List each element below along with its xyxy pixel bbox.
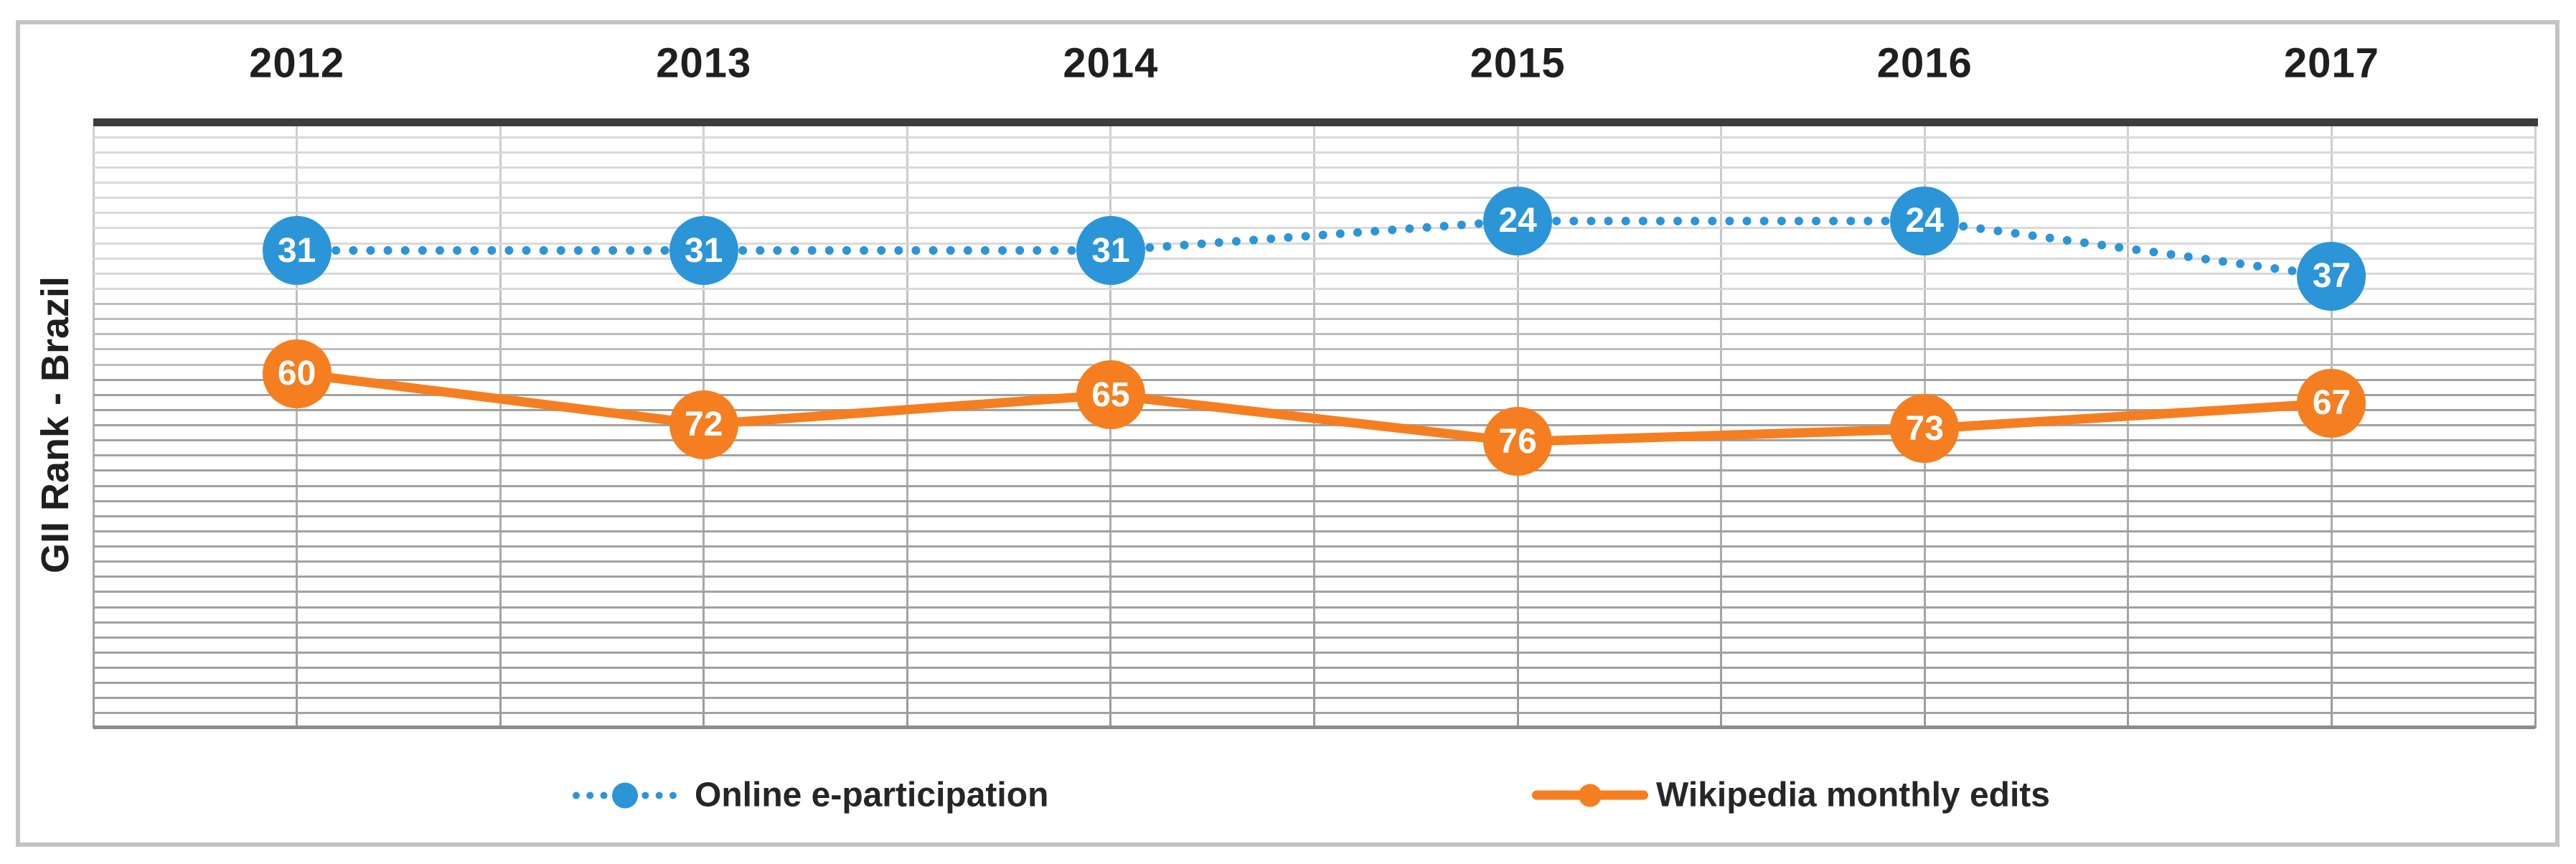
vertical-gridline: [2534, 126, 2537, 728]
series-line-segment-blue: [1518, 216, 1925, 225]
y-axis-title: GII Rank - Brazil: [34, 276, 77, 574]
legend-label: Online e-participation: [695, 776, 1049, 814]
horizontal-gridline: [93, 667, 2535, 669]
legend-label: Wikipedia monthly edits: [1656, 776, 2050, 814]
chart-outer-frame: [16, 20, 2559, 847]
vertical-gridline: [1720, 126, 1723, 728]
horizontal-gridline: [93, 576, 2535, 578]
x-axis-label-2013: 2013: [656, 39, 752, 87]
data-point-marker-online-2017: 37: [2297, 241, 2366, 311]
data-point-marker-wikipedia-2016: 73: [1890, 394, 1960, 464]
horizontal-gridline: [93, 697, 2535, 700]
data-point-marker-online-2012: 31: [262, 216, 332, 286]
horizontal-gridline: [93, 439, 2535, 442]
vertical-gridline: [2127, 126, 2130, 728]
legend-blue-dot-marker-icon: [611, 782, 638, 808]
plot-bottom-border: [93, 726, 2535, 729]
data-point-marker-online-2014: 31: [1076, 216, 1145, 286]
horizontal-gridline: [93, 318, 2535, 321]
top-axis-bar: [93, 118, 2538, 126]
data-point-marker-online-2013: 31: [669, 216, 738, 286]
x-axis-label-2015: 2015: [1470, 39, 1566, 87]
series-line-segment-blue: [703, 246, 1111, 255]
horizontal-gridline: [93, 257, 2535, 260]
horizontal-gridline: [93, 636, 2535, 639]
horizontal-gridline: [93, 591, 2535, 593]
data-point-marker-wikipedia-2012: 60: [262, 339, 332, 408]
horizontal-gridline: [93, 408, 2535, 411]
horizontal-gridline: [93, 151, 2535, 154]
x-axis-label-2014: 2014: [1063, 39, 1159, 87]
data-point-marker-wikipedia-2014: 65: [1076, 360, 1145, 430]
horizontal-gridline: [93, 363, 2535, 366]
horizontal-gridline: [93, 197, 2535, 199]
data-point-marker-online-2016: 24: [1890, 186, 1960, 255]
horizontal-gridline: [93, 621, 2535, 624]
horizontal-gridline: [93, 454, 2535, 457]
horizontal-gridline: [93, 469, 2535, 472]
horizontal-gridline: [93, 227, 2535, 230]
x-axis-label-2016: 2016: [1876, 39, 1973, 87]
vertical-gridline: [906, 126, 908, 728]
series-line-segment-blue: [296, 246, 704, 255]
legend-item-online-e-participation: Online e-participation: [573, 776, 1048, 815]
horizontal-gridline: [93, 182, 2535, 184]
horizontal-gridline: [93, 560, 2535, 563]
horizontal-gridline: [93, 272, 2535, 275]
x-axis-label-2017: 2017: [2283, 39, 2379, 87]
horizontal-gridline: [93, 393, 2535, 396]
horizontal-gridline: [93, 166, 2535, 169]
vertical-gridline: [92, 126, 95, 728]
vertical-gridline: [296, 126, 299, 728]
data-point-marker-wikipedia-2017: 67: [2297, 368, 2366, 438]
data-point-marker-online-2015: 24: [1483, 186, 1553, 255]
horizontal-gridline: [93, 484, 2535, 487]
legend-sample-solid-orange-line: [1532, 784, 1648, 807]
horizontal-gridline: [93, 545, 2535, 548]
horizontal-gridline: [93, 242, 2535, 245]
horizontal-gridline: [93, 682, 2535, 685]
horizontal-gridline: [93, 333, 2535, 336]
data-point-marker-wikipedia-2015: 76: [1483, 407, 1553, 476]
horizontal-gridline: [93, 499, 2535, 502]
horizontal-gridline: [93, 424, 2535, 426]
horizontal-gridline: [93, 712, 2535, 715]
legend-item-wikipedia-monthly-edits: Wikipedia monthly edits: [1532, 776, 2050, 815]
legend-sample-dotted-blue-line: [573, 782, 677, 808]
horizontal-gridline: [93, 287, 2535, 290]
horizontal-gridline: [93, 348, 2535, 351]
vertical-gridline: [499, 126, 502, 728]
horizontal-gridline: [93, 515, 2535, 517]
horizontal-gridline: [93, 136, 2535, 138]
horizontal-gridline: [93, 378, 2535, 381]
x-axis-label-2012: 2012: [249, 39, 345, 87]
horizontal-gridline: [93, 606, 2535, 609]
legend-orange-dot-marker-icon: [1579, 784, 1602, 807]
horizontal-gridline: [93, 651, 2535, 654]
horizontal-gridline: [93, 530, 2535, 532]
horizontal-gridline: [93, 212, 2535, 215]
horizontal-gridline: [93, 303, 2535, 305]
data-point-marker-wikipedia-2013: 72: [669, 390, 738, 459]
vertical-gridline: [1313, 126, 1315, 728]
